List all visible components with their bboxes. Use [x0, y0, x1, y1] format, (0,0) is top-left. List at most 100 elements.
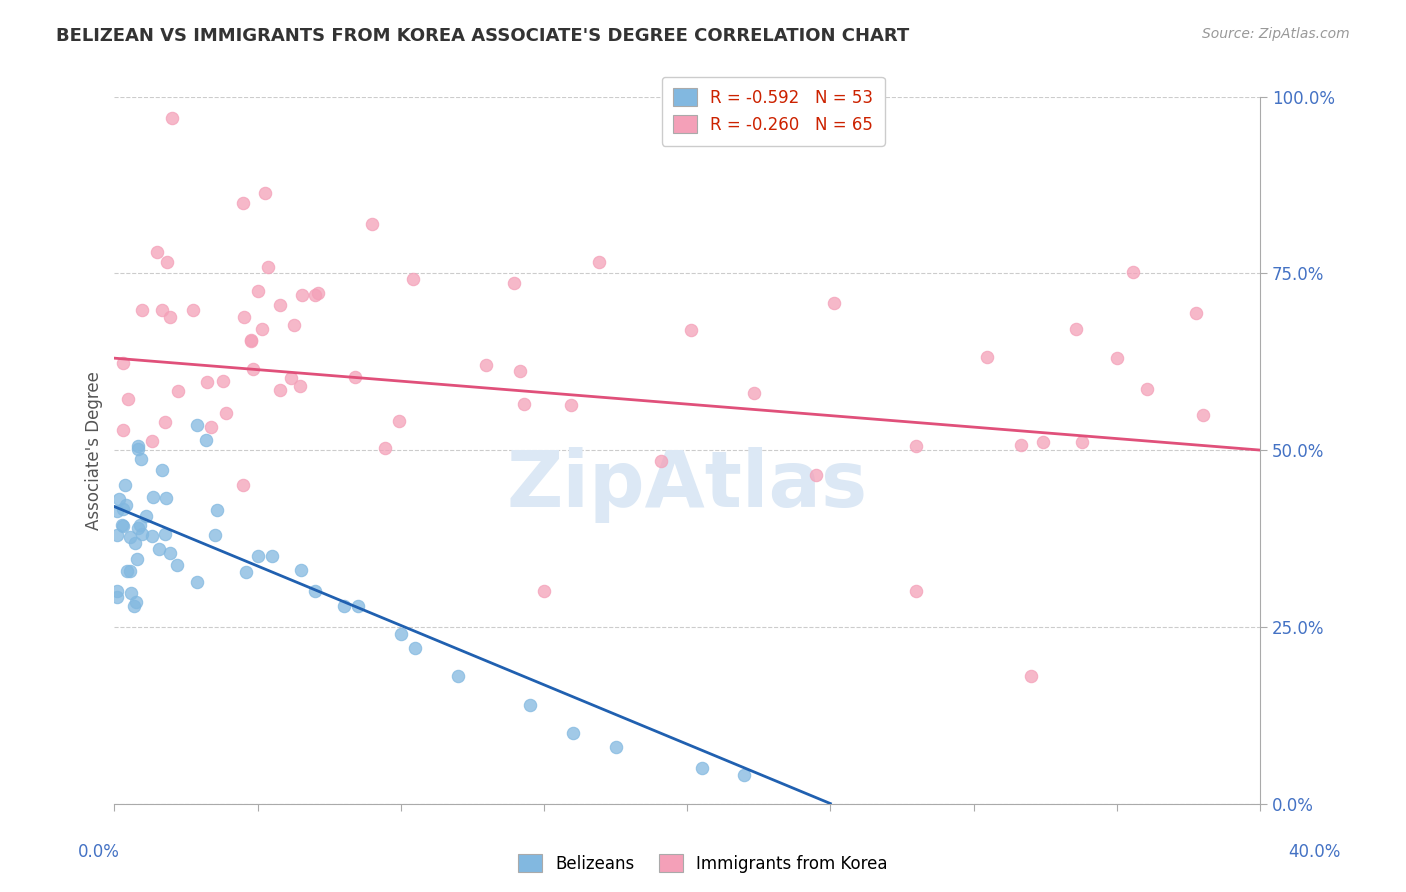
Point: [1019, 669, 1042, 683]
Point: [650, 454, 672, 468]
Point: [135, 509, 157, 524]
Point: [124, 536, 146, 550]
Point: [290, 563, 312, 577]
Point: [212, 374, 235, 388]
Point: [246, 549, 269, 563]
Y-axis label: Associate's Degree: Associate's Degree: [86, 371, 103, 530]
Text: 0.0%: 0.0%: [77, 843, 120, 861]
Point: [127, 442, 149, 456]
Point: [475, 358, 498, 372]
Point: [269, 384, 291, 398]
Point: [307, 286, 329, 301]
Point: [404, 640, 426, 655]
Point: [117, 564, 139, 578]
Point: [232, 195, 254, 210]
Point: [159, 310, 181, 325]
Point: [388, 414, 411, 428]
Point: [150, 463, 173, 477]
Point: [186, 574, 208, 589]
Point: [122, 599, 145, 613]
Point: [131, 527, 153, 541]
Point: [105, 504, 128, 518]
Point: [561, 726, 583, 740]
Point: [186, 418, 208, 433]
Point: [447, 669, 470, 683]
Point: [269, 298, 291, 312]
Point: [111, 423, 134, 437]
Point: [117, 392, 139, 406]
Point: [111, 502, 134, 516]
Point: [141, 529, 163, 543]
Point: [509, 364, 531, 378]
Point: [1071, 434, 1094, 449]
Point: [240, 334, 263, 349]
Point: [215, 406, 238, 420]
Point: [207, 503, 229, 517]
Point: [283, 318, 305, 332]
Point: [742, 386, 765, 401]
Point: [402, 272, 425, 286]
Point: [1105, 351, 1128, 366]
Text: Source: ZipAtlas.com: Source: ZipAtlas.com: [1202, 27, 1350, 41]
Point: [304, 287, 326, 301]
Point: [232, 310, 254, 325]
Point: [976, 350, 998, 364]
Point: [247, 284, 270, 298]
Point: [155, 415, 177, 429]
Point: [131, 303, 153, 318]
Point: [1136, 382, 1159, 396]
Point: [1184, 306, 1206, 320]
Point: [280, 371, 302, 385]
Point: [148, 541, 170, 556]
Point: [1122, 265, 1144, 279]
Point: [195, 375, 218, 389]
Point: [560, 399, 582, 413]
Point: [242, 361, 264, 376]
Point: [240, 333, 263, 347]
Point: [195, 433, 218, 447]
Point: [332, 599, 354, 613]
Point: [256, 260, 278, 274]
Point: [142, 490, 165, 504]
Point: [125, 594, 148, 608]
Point: [127, 521, 149, 535]
Point: [105, 527, 128, 541]
Point: [823, 296, 845, 310]
Point: [254, 186, 277, 200]
Point: [361, 217, 384, 231]
Point: [1191, 408, 1213, 422]
Point: [905, 584, 928, 599]
Point: [374, 441, 396, 455]
Point: [605, 739, 627, 754]
Point: [804, 468, 827, 483]
Point: [343, 369, 366, 384]
Legend: R = -0.592   N = 53, R = -0.260   N = 65: R = -0.592 N = 53, R = -0.260 N = 65: [662, 77, 884, 145]
Point: [588, 254, 610, 268]
Point: [1010, 438, 1032, 452]
Point: [111, 356, 134, 370]
Point: [512, 397, 534, 411]
Point: [141, 434, 163, 448]
Point: [120, 565, 142, 579]
Point: [291, 288, 314, 302]
Point: [690, 761, 713, 775]
Legend: Belizeans, Immigrants from Korea: Belizeans, Immigrants from Korea: [512, 847, 894, 880]
Point: [105, 583, 128, 598]
Point: [156, 255, 179, 269]
Point: [108, 492, 131, 507]
Point: [533, 584, 555, 599]
Point: [105, 591, 128, 605]
Point: [733, 768, 755, 782]
Point: [679, 323, 702, 337]
Point: [503, 277, 526, 291]
Point: [389, 627, 412, 641]
Text: BELIZEAN VS IMMIGRANTS FROM KOREA ASSOCIATE'S DEGREE CORRELATION CHART: BELIZEAN VS IMMIGRANTS FROM KOREA ASSOCI…: [56, 27, 910, 45]
Point: [304, 584, 326, 599]
Point: [120, 530, 142, 544]
Point: [125, 551, 148, 566]
Point: [231, 478, 253, 492]
Point: [112, 519, 135, 533]
Text: 40.0%: 40.0%: [1288, 843, 1341, 861]
Point: [159, 546, 181, 560]
Point: [260, 549, 283, 563]
